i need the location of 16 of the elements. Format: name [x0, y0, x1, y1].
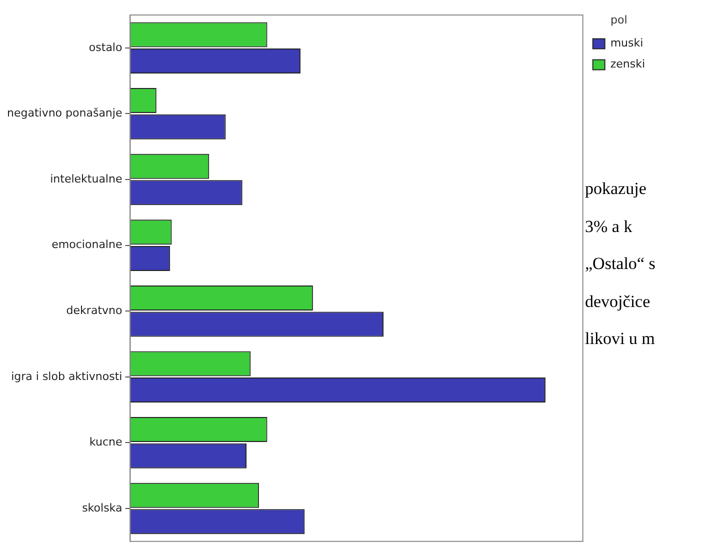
- y-tick-label: intelektualne: [50, 172, 122, 186]
- legend-label: muski: [610, 36, 644, 50]
- text: 3% a k: [585, 216, 634, 238]
- text: pokazuje: [585, 178, 648, 200]
- legend-label: zenski: [610, 58, 645, 71]
- y-tick-label: kucne: [89, 436, 122, 449]
- y-tick-label: skolska: [82, 501, 122, 514]
- text: „Ostalo“ s: [585, 253, 656, 275]
- y-tick-label: ostalo: [88, 40, 122, 54]
- y-tick-label: emocionalne: [52, 238, 122, 252]
- y-tick-label: negativno ponašanje: [6, 106, 122, 120]
- text: likovi u m: [585, 328, 656, 350]
- y-tick-label: dekratvno: [66, 304, 122, 317]
- legend-title: pol: [610, 13, 628, 26]
- y-tick-label: igra i slob aktivnosti: [11, 370, 122, 383]
- text: devojčice: [585, 290, 652, 313]
